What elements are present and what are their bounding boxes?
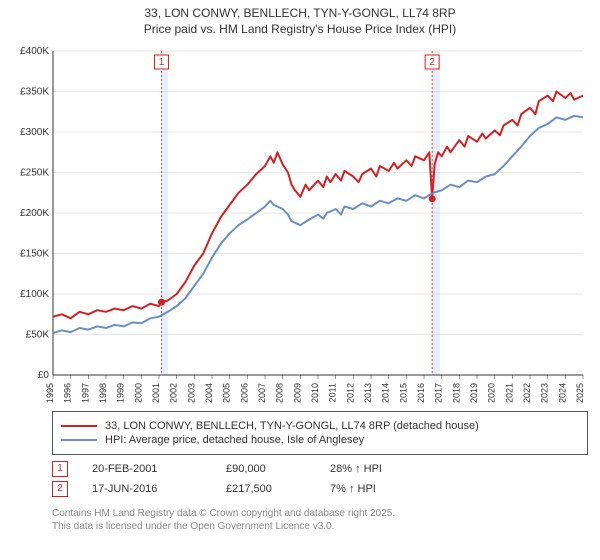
svg-text:£300K: £300K: [20, 127, 49, 138]
title-line2: Price paid vs. HM Land Registry's House …: [8, 22, 592, 38]
svg-text:2007: 2007: [257, 383, 267, 403]
svg-text:2014: 2014: [381, 383, 391, 403]
legend-row: HPI: Average price, detached house, Isle…: [61, 434, 579, 446]
svg-text:1998: 1998: [98, 383, 108, 403]
svg-text:2016: 2016: [416, 383, 426, 403]
svg-text:2025: 2025: [575, 383, 585, 403]
legend-label: 33, LON CONWY, BENLLECH, TYN-Y-GONGL, LL…: [105, 420, 479, 432]
svg-text:2004: 2004: [204, 383, 214, 403]
svg-text:2001: 2001: [151, 383, 161, 403]
footer-line2: This data is licensed under the Open Gov…: [52, 520, 588, 533]
sale-row: 1 20-FEB-2001 £90,000 28% ↑ HPI: [52, 461, 588, 477]
legend-label: HPI: Average price, detached house, Isle…: [105, 434, 364, 446]
legend-row: 33, LON CONWY, BENLLECH, TYN-Y-GONGL, LL…: [61, 420, 579, 432]
svg-text:2013: 2013: [363, 383, 373, 403]
line-chart: £0 £50K £100K £150K £200K £250K £300K £350K £400…: [9, 43, 591, 403]
chart-container: 33, LON CONWY, BENLLECH, TYN-Y-GONGL, LL…: [0, 0, 600, 539]
legend: 33, LON CONWY, BENLLECH, TYN-Y-GONGL, LL…: [52, 411, 588, 455]
svg-text:£50K: £50K: [26, 330, 50, 341]
svg-text:£350K: £350K: [20, 87, 49, 98]
svg-text:£150K: £150K: [20, 249, 49, 260]
svg-text:2017: 2017: [434, 383, 444, 403]
svg-text:2003: 2003: [186, 383, 196, 403]
sale-marker: 1: [52, 461, 68, 477]
svg-text:2024: 2024: [557, 383, 567, 403]
svg-text:2020: 2020: [487, 383, 497, 403]
svg-text:1997: 1997: [80, 383, 90, 403]
sale-pct: 7% ↑ HPI: [330, 483, 376, 495]
footer-line1: Contains HM Land Registry data © Crown c…: [52, 507, 588, 520]
svg-text:2002: 2002: [169, 383, 179, 403]
svg-text:2019: 2019: [469, 383, 479, 403]
svg-text:1995: 1995: [45, 383, 55, 403]
svg-text:2011: 2011: [328, 383, 338, 402]
legend-swatch: [61, 425, 97, 427]
svg-text:£0: £0: [38, 370, 50, 381]
svg-text:2021: 2021: [504, 383, 514, 403]
svg-text:2006: 2006: [239, 383, 249, 403]
svg-text:2022: 2022: [522, 383, 532, 403]
svg-text:2008: 2008: [275, 383, 285, 403]
title-line1: 33, LON CONWY, BENLLECH, TYN-Y-GONGL, LL…: [8, 6, 592, 22]
svg-text:1996: 1996: [63, 383, 73, 403]
svg-text:2010: 2010: [310, 383, 320, 403]
svg-text:2005: 2005: [222, 383, 232, 403]
svg-text:2018: 2018: [451, 383, 461, 403]
sale-marker: 2: [52, 481, 68, 497]
svg-text:2000: 2000: [133, 383, 143, 403]
sale-pct: 28% ↑ HPI: [330, 463, 382, 475]
svg-text:2: 2: [429, 57, 435, 68]
svg-text:1: 1: [159, 57, 165, 68]
sales-table: 1 20-FEB-2001 £90,000 28% ↑ HPI 2 17-JUN-2016…: [52, 461, 588, 497]
legend-swatch: [61, 439, 97, 441]
svg-text:£250K: £250K: [20, 168, 49, 179]
footer-attribution: Contains HM Land Registry data © Crown c…: [52, 507, 588, 533]
sale-price: £217,500: [226, 483, 306, 495]
svg-text:£200K: £200K: [20, 208, 49, 219]
svg-text:2009: 2009: [292, 383, 302, 403]
svg-text:£400K: £400K: [20, 46, 49, 57]
svg-text:2023: 2023: [540, 383, 550, 403]
svg-text:2015: 2015: [398, 383, 408, 403]
sale-price: £90,000: [226, 463, 306, 475]
svg-text:2012: 2012: [345, 383, 355, 403]
title-block: 33, LON CONWY, BENLLECH, TYN-Y-GONGL, LL…: [8, 6, 592, 37]
sale-row: 2 17-JUN-2016 £217,500 7% ↑ HPI: [52, 481, 588, 497]
sale-date: 17-JUN-2016: [92, 483, 202, 495]
svg-text:£100K: £100K: [20, 289, 49, 300]
sale-date: 20-FEB-2001: [92, 463, 202, 475]
svg-text:1999: 1999: [116, 383, 126, 403]
